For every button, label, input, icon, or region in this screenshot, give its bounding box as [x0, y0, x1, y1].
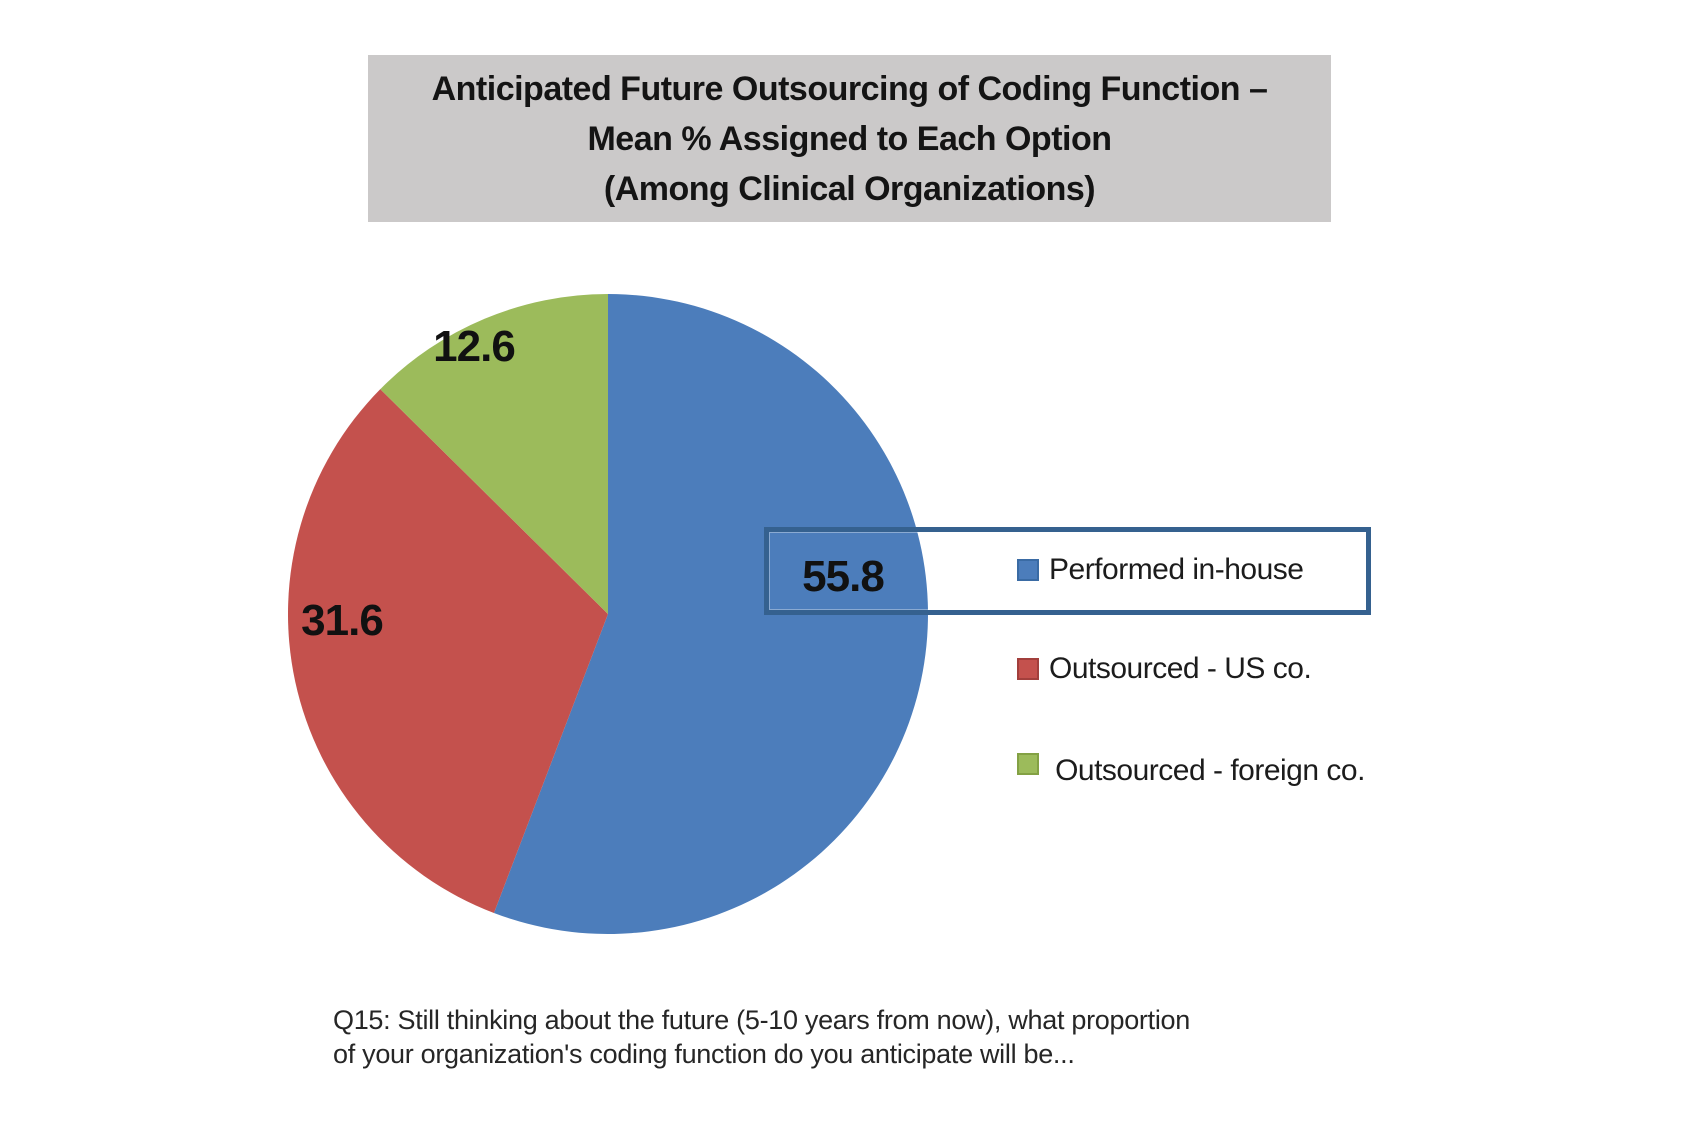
data-label-outsourced-us: 31.6 — [301, 596, 384, 645]
pie-chart — [288, 294, 928, 934]
legend-swatch-blue-icon — [1017, 559, 1039, 581]
pie-slice-performed-in-house — [493, 294, 928, 934]
legend-label: Outsourced - foreign co. — [1055, 754, 1365, 787]
legend-item-outsourced-us: Outsourced - US co. — [1017, 652, 1312, 686]
chart-title-banner: Anticipated Future Outsourcing of Coding… — [368, 55, 1331, 222]
legend-item-performed-in-house: Performed in-house — [1017, 553, 1304, 587]
callout-box — [764, 527, 1371, 615]
data-label-outsourced-foreign: 12.6 — [433, 322, 516, 371]
data-label-performed-in-house: 55.8 — [802, 552, 885, 601]
footnote: Q15: Still thinking about the future (5-… — [333, 1005, 1190, 1069]
legend-swatch-red-icon — [1017, 658, 1039, 680]
legend-item-outsourced-foreign: Outsourced - foreign co. — [1017, 753, 1371, 795]
pie-slice-outsourced-us-co — [288, 389, 608, 913]
legend-swatch-green-icon — [1017, 753, 1039, 775]
pie-slice-outsourced-foreign-co — [380, 294, 608, 614]
legend-label: Outsourced - US co. — [1049, 652, 1312, 685]
chart-title: Anticipated Future Outsourcing of Coding… — [431, 69, 1268, 208]
legend-label: Performed in-house — [1049, 553, 1304, 586]
